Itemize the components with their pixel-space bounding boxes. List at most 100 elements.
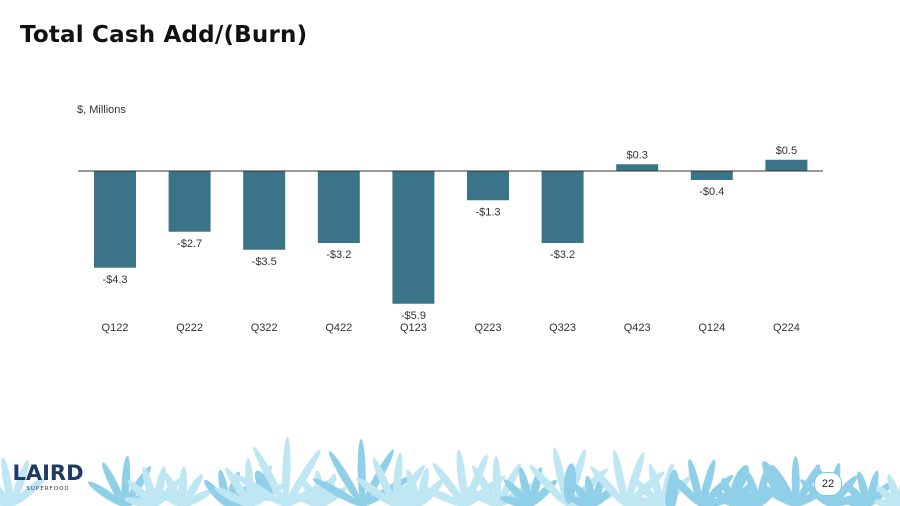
leaf-shape [591, 477, 605, 506]
bar-q322 [243, 171, 286, 250]
category-label-q222: Q222 [176, 322, 203, 334]
laird-superfood-logo: LAIRD SUPERFOOD [12, 461, 83, 492]
leaf-shape [887, 474, 900, 506]
leaf-shape [253, 446, 286, 506]
leaf-decorations [0, 436, 900, 506]
leaf-shape [712, 488, 735, 506]
leaf-shape [10, 460, 29, 506]
value-label-q224: $0.5 [776, 145, 797, 157]
bars-group [94, 159, 808, 304]
leaf-shape [504, 479, 531, 506]
leaf-shape [590, 466, 626, 506]
logo-tagline-text: SUPERFOOD [26, 486, 69, 492]
leaf-shape [700, 459, 716, 506]
leaf-shape [390, 497, 420, 506]
leaf-shape [669, 473, 702, 506]
value-labels-group: -$4.3 -$2.7 -$3.5 -$3.2 -$5.9 -$1.3 -$3.2 $0.3 -… [102, 145, 797, 322]
leaf-shape [181, 474, 203, 506]
leaf-shape [529, 464, 568, 506]
leaf-shape [800, 479, 831, 506]
leaf-shape [563, 463, 577, 504]
leaf-shape [163, 472, 183, 506]
leaf-shape [460, 485, 498, 506]
leaf-shape [492, 456, 501, 506]
value-label-q422: -$3.2 [326, 249, 351, 261]
leaf-shape [153, 465, 166, 506]
leaf-shape [432, 462, 466, 506]
leaf-shape [632, 477, 663, 506]
leaf-shape [518, 467, 532, 506]
leaf-shape [392, 452, 403, 506]
leaf-shape [0, 470, 12, 506]
leaf-shape [392, 482, 420, 506]
leaf-shape [0, 491, 12, 506]
leaf-shape [841, 497, 869, 506]
leaf-shape [204, 479, 228, 506]
leaf-shape [282, 436, 291, 506]
value-label-q123: -$5.9 [401, 310, 426, 322]
leaf-shape [102, 462, 125, 506]
cash-add-burn-bar-chart: -$4.3 -$2.7 -$3.5 -$3.2 -$5.9 -$1.3 -$3.2 $0.3 -… [78, 145, 823, 334]
value-label-q122: -$4.3 [102, 274, 127, 286]
category-label-q423: Q423 [624, 322, 651, 334]
leaf-shape [829, 475, 858, 506]
logo-brand-text: LAIRD [12, 461, 83, 485]
leaf-shape [867, 470, 879, 506]
leaf-shape [87, 481, 125, 506]
leaf-shape [771, 464, 797, 506]
leaf-shape [214, 487, 251, 506]
leaf-shape [844, 482, 870, 506]
leaf-shape [225, 467, 252, 506]
leaf-shape [688, 459, 703, 506]
bar-q323 [541, 171, 584, 243]
bar-q223 [467, 171, 509, 201]
leaf-shape [127, 480, 156, 506]
bar-q224 [765, 159, 808, 171]
leaf-shape [733, 484, 760, 506]
leaf-shape [406, 469, 421, 506]
category-label-q422: Q422 [325, 322, 352, 334]
value-label-q223: -$1.3 [475, 206, 500, 218]
value-label-q124: -$0.4 [699, 186, 724, 198]
leaf-shape [372, 457, 396, 506]
value-label-q222: -$2.7 [177, 238, 202, 250]
bar-q422 [317, 171, 360, 243]
leaf-shape [746, 471, 761, 506]
slide-title: Total Cash Add/(Burn) [20, 22, 308, 48]
leaf-shape [762, 461, 786, 502]
leaf-shape [182, 489, 212, 506]
leaf-shape [472, 465, 499, 506]
leaf-shape [628, 496, 663, 506]
leaf-shape [328, 451, 363, 506]
leaf-shape [876, 485, 900, 506]
leaf-shape [312, 478, 363, 506]
category-labels-group: Q122 Q222 Q322 Q422 Q123 Q223 Q323 Q423 Q124 Q224 [102, 322, 800, 334]
category-label-q322: Q322 [251, 322, 278, 334]
leaf-shape [499, 496, 531, 506]
leaf-shape [857, 471, 871, 506]
leaf-shape [791, 456, 800, 506]
leaf-shape [234, 474, 286, 506]
page-number: 22 [814, 472, 842, 496]
leaf-shape [300, 478, 322, 506]
bar-q222 [168, 171, 211, 232]
value-label-q323: -$3.2 [550, 249, 575, 261]
leaf-shape [142, 466, 157, 506]
bar-q124 [690, 171, 733, 180]
category-label-q124: Q124 [698, 322, 725, 334]
category-label-q224: Q224 [773, 322, 800, 334]
leaf-shape [1, 457, 14, 506]
category-label-q122: Q122 [102, 322, 129, 334]
bar-q423 [616, 164, 659, 171]
leaf-shape [121, 455, 131, 506]
leaf-shape [759, 484, 797, 506]
leaf-shape [456, 449, 468, 506]
bar-q123 [392, 171, 435, 304]
leaf-shape [612, 450, 627, 506]
category-label-q223: Q223 [475, 322, 502, 334]
leaf-shape [284, 449, 321, 506]
footer-leaf-pattern: LAIRD SUPERFOOD [0, 436, 900, 506]
leaf-shape [356, 477, 395, 506]
leaf-shape [573, 484, 594, 506]
leaf-shape [422, 487, 466, 506]
